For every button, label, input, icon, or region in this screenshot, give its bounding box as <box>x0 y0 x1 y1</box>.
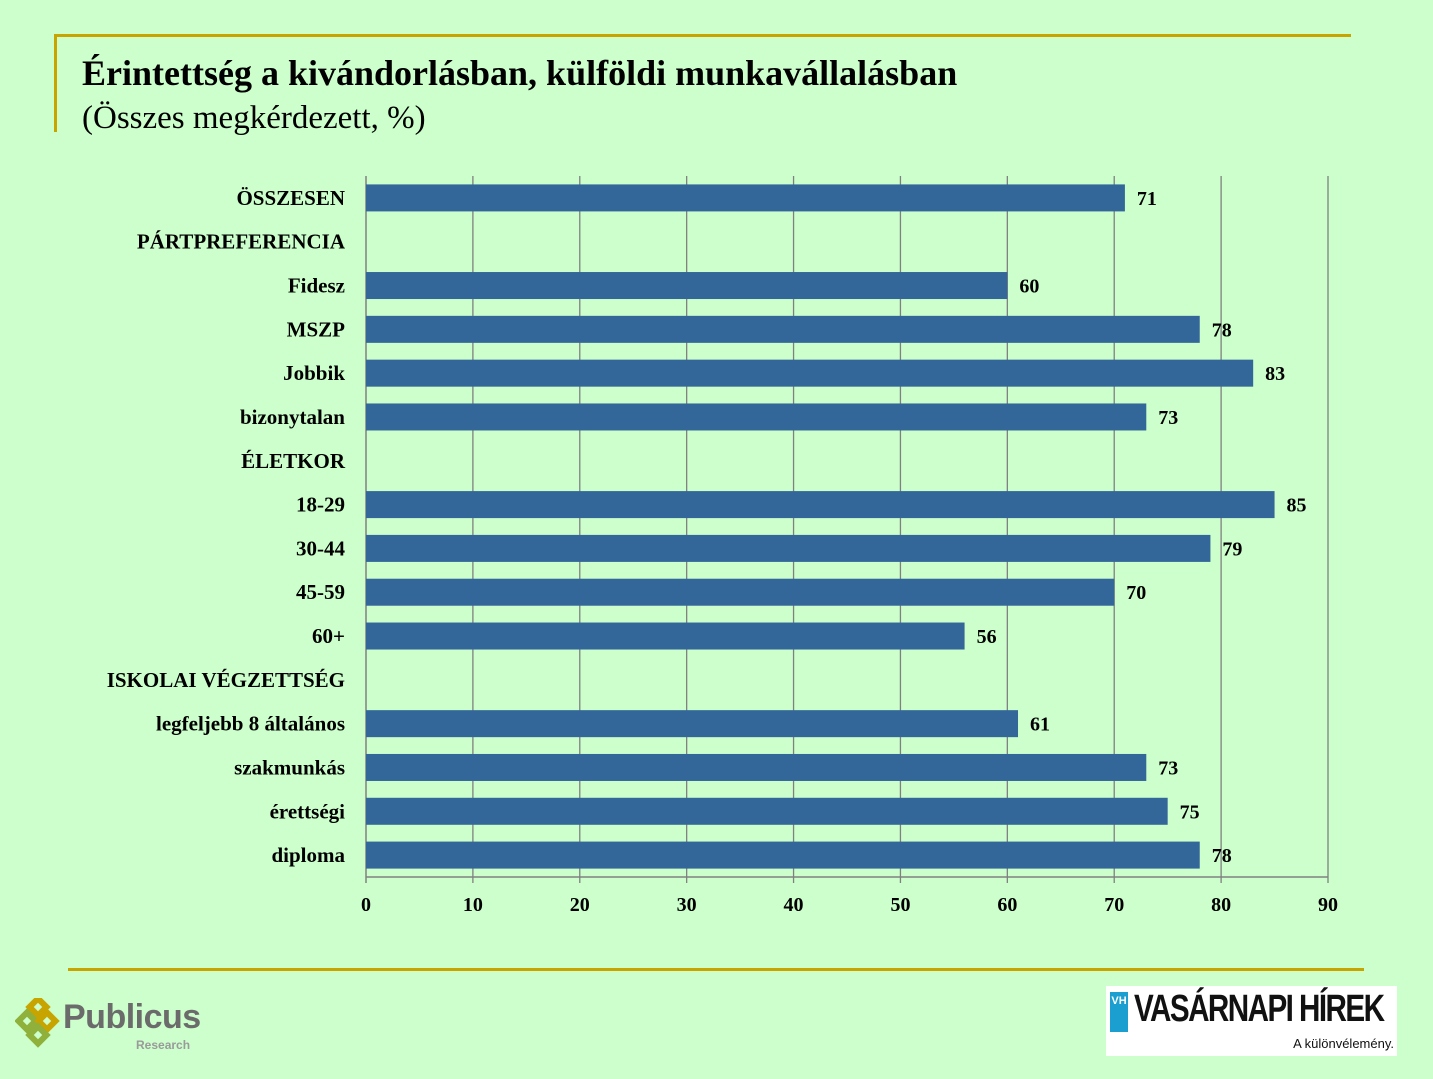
publicus-name: Publicus <box>63 998 201 1036</box>
category-label: 60+ <box>312 624 345 648</box>
category-label: bizonytalan <box>240 405 345 429</box>
bar <box>366 710 1019 738</box>
data-label: 78 <box>1212 845 1232 867</box>
category-label: 18-29 <box>296 493 345 517</box>
vh-tagline: A különvélemény. <box>1293 1036 1394 1051</box>
data-label: 73 <box>1158 757 1178 779</box>
bar-chart: 0 10 20 30 40 50 60 70 80 90 ÖSSZESEN 71 PÁRTPREFERE… <box>107 176 1338 916</box>
category-label: Jobbik <box>283 361 345 385</box>
data-label: 70 <box>1126 582 1146 604</box>
data-label: 61 <box>1030 714 1050 736</box>
top-rule <box>55 34 1351 37</box>
category-label: 45-59 <box>296 580 345 604</box>
bar <box>366 578 1115 606</box>
bar <box>366 753 1147 781</box>
bottom-rule <box>68 968 1364 971</box>
x-tick-label: 0 <box>361 894 371 916</box>
data-label: 83 <box>1265 363 1285 385</box>
x-tick-label: 20 <box>570 894 590 916</box>
left-rule <box>54 34 57 132</box>
data-label: 71 <box>1137 188 1157 210</box>
bar <box>366 315 1200 343</box>
bar <box>366 359 1254 387</box>
publicus-logo: Publicus Research <box>15 996 215 1056</box>
bar <box>366 272 1008 300</box>
bar <box>366 797 1168 825</box>
vasarnapi-hirek-logo: VH VASÁRNAPI HÍREK A különvélemény. <box>1106 986 1397 1056</box>
category-label: Fidesz <box>288 274 345 298</box>
vh-badge: VH <box>1110 992 1128 1032</box>
category-label: ÉLETKOR <box>241 449 346 473</box>
data-label: 56 <box>977 626 997 648</box>
category-label: 30-44 <box>296 536 345 560</box>
category-label: ÖSSZESEN <box>236 186 345 210</box>
x-tick-label: 10 <box>463 894 483 916</box>
data-label: 79 <box>1222 538 1242 560</box>
bar <box>366 534 1211 562</box>
category-label: szakmunkás <box>234 755 345 779</box>
bar <box>366 491 1275 519</box>
data-label: 75 <box>1180 801 1200 823</box>
x-tick-label: 30 <box>677 894 697 916</box>
category-label: MSZP <box>287 317 346 341</box>
data-label: 60 <box>1019 276 1039 298</box>
bar <box>366 184 1125 212</box>
bar <box>366 622 965 650</box>
data-label: 78 <box>1212 319 1232 341</box>
category-label: PÁRTPREFERENCIA <box>137 230 346 254</box>
x-tick-label: 60 <box>997 894 1017 916</box>
data-label: 85 <box>1287 495 1307 517</box>
chart-title: Érintettség a kivándorlásban, külföldi m… <box>82 53 958 93</box>
data-label: 73 <box>1158 407 1178 429</box>
category-label: legfeljebb 8 általános <box>156 712 345 736</box>
x-tick-label: 80 <box>1211 894 1231 916</box>
x-tick-label: 90 <box>1318 894 1338 916</box>
bar <box>366 841 1200 869</box>
category-label: érettségi <box>270 799 346 823</box>
x-tick-label: 40 <box>784 894 804 916</box>
x-tick-label: 50 <box>890 894 910 916</box>
publicus-diamond-icon <box>15 998 60 1048</box>
bar <box>366 403 1147 431</box>
vh-name: VASÁRNAPI HÍREK <box>1134 988 1385 1030</box>
chart-subtitle: (Összes megkérdezett, %) <box>82 100 426 136</box>
category-label: diploma <box>271 843 345 867</box>
x-tick-label: 70 <box>1104 894 1124 916</box>
category-label: ISKOLAI VÉGZETTSÉG <box>107 668 345 692</box>
publicus-sub: Research <box>136 1038 191 1052</box>
